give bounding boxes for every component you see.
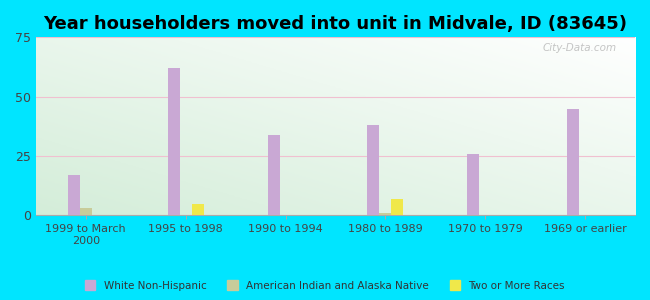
Bar: [80, 208, 92, 215]
Bar: [367, 125, 380, 215]
Text: City-Data.com: City-Data.com: [543, 43, 617, 53]
Bar: [168, 68, 179, 215]
Bar: [391, 199, 404, 215]
Bar: [567, 109, 579, 215]
Bar: [380, 213, 391, 215]
Bar: [268, 135, 280, 215]
Bar: [68, 175, 80, 215]
Legend: White Non-Hispanic, American Indian and Alaska Native, Two or More Races: White Non-Hispanic, American Indian and …: [81, 276, 569, 295]
Bar: [467, 154, 479, 215]
Title: Year householders moved into unit in Midvale, ID (83645): Year householders moved into unit in Mid…: [44, 15, 627, 33]
Bar: [192, 203, 203, 215]
